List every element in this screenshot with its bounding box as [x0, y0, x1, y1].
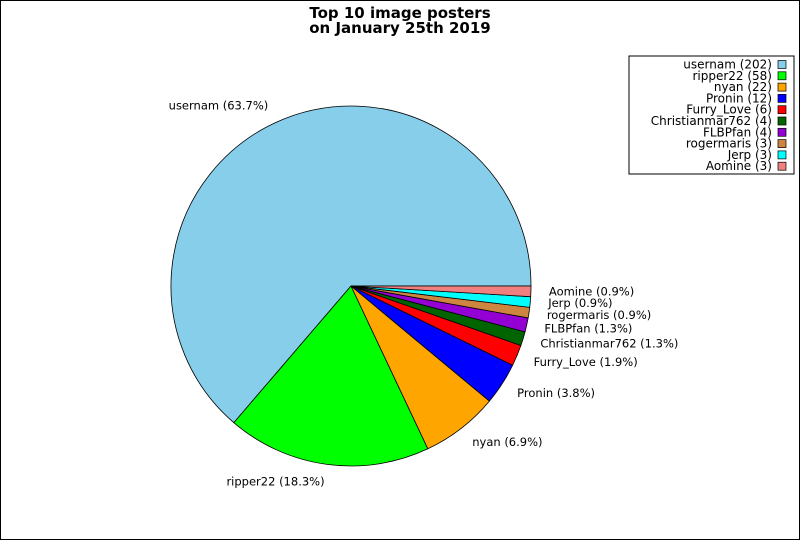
slice-label-ripper22: ripper22 (18.3%) — [226, 475, 324, 489]
slice-labels: usernam (63.7%) ripper22 (18.3%) nyan (6.9… — [169, 99, 679, 489]
slice-label-pronin: Pronin (3.8%) — [517, 386, 595, 400]
legend-entry-usernam: usernam (202) — [683, 58, 772, 72]
slice-label-usernam: usernam (63.7%) — [169, 99, 269, 113]
legend-swatch-nyan — [777, 82, 787, 92]
legend-entry-flbpfan: FLBPfan (4) — [703, 125, 772, 139]
chart-title-line-2: on January 25th 2019 — [309, 19, 490, 37]
legend-entry-rogermaris: rogermaris (3) — [686, 137, 772, 151]
legend-entry-ripper22: ripper22 (58) — [692, 69, 772, 83]
slice-label-jerp: Jerp (0.9%) — [547, 296, 612, 310]
chart-title-line-1: Top 10 image posters — [309, 4, 490, 22]
legend-swatch-rogermaris — [777, 139, 787, 148]
legend-swatch-furry-love — [777, 105, 787, 115]
legend-entry-furry-love: Furry_Love (6) — [686, 103, 772, 117]
legend-box — [628, 55, 795, 175]
legend-entry-aomine: Aomine (3) — [706, 159, 772, 173]
legend-entry-jerp: Jerp (3) — [727, 148, 772, 162]
slice-label-nyan: nyan (6.9%) — [472, 435, 542, 449]
pie-slice-ripper22 — [233, 285, 429, 467]
legend-entry-pronin: Pronin (12) — [706, 91, 772, 105]
slice-label-furry-love: Furry_Love (1.9%) — [534, 355, 638, 369]
pie-slices — [170, 105, 532, 467]
legend-swatch-flbpfan — [777, 127, 787, 137]
pie-slice-usernam — [170, 105, 532, 424]
slice-label-christianmar762: Christianmar762 (1.3%) — [540, 337, 678, 351]
legend-entry-nyan: nyan (22) — [714, 80, 772, 94]
legend-swatch-pronin — [777, 94, 787, 103]
legend: usernam (202)ripper22 (58)nyan (22)Proni… — [628, 55, 795, 175]
slice-label-flbpfan: FLBPfan (1.3%) — [544, 321, 632, 335]
slice-label-aomine: Aomine (0.9%) — [549, 284, 634, 298]
legend-entry-christianmar762: Christianmar762 (4) — [651, 114, 772, 128]
slice-label-rogermaris: rogermaris (0.9%) — [547, 308, 651, 322]
legend-swatch-ripper22 — [777, 71, 787, 81]
legend-swatch-christianmar762 — [777, 116, 787, 126]
legend-swatch-usernam — [777, 60, 787, 69]
legend-swatch-jerp — [777, 150, 787, 160]
pie-slice-aomine — [350, 285, 532, 298]
legend-swatch-aomine — [777, 161, 787, 171]
chart-title: Top 10 image posters on January 25th 201… — [309, 4, 490, 37]
